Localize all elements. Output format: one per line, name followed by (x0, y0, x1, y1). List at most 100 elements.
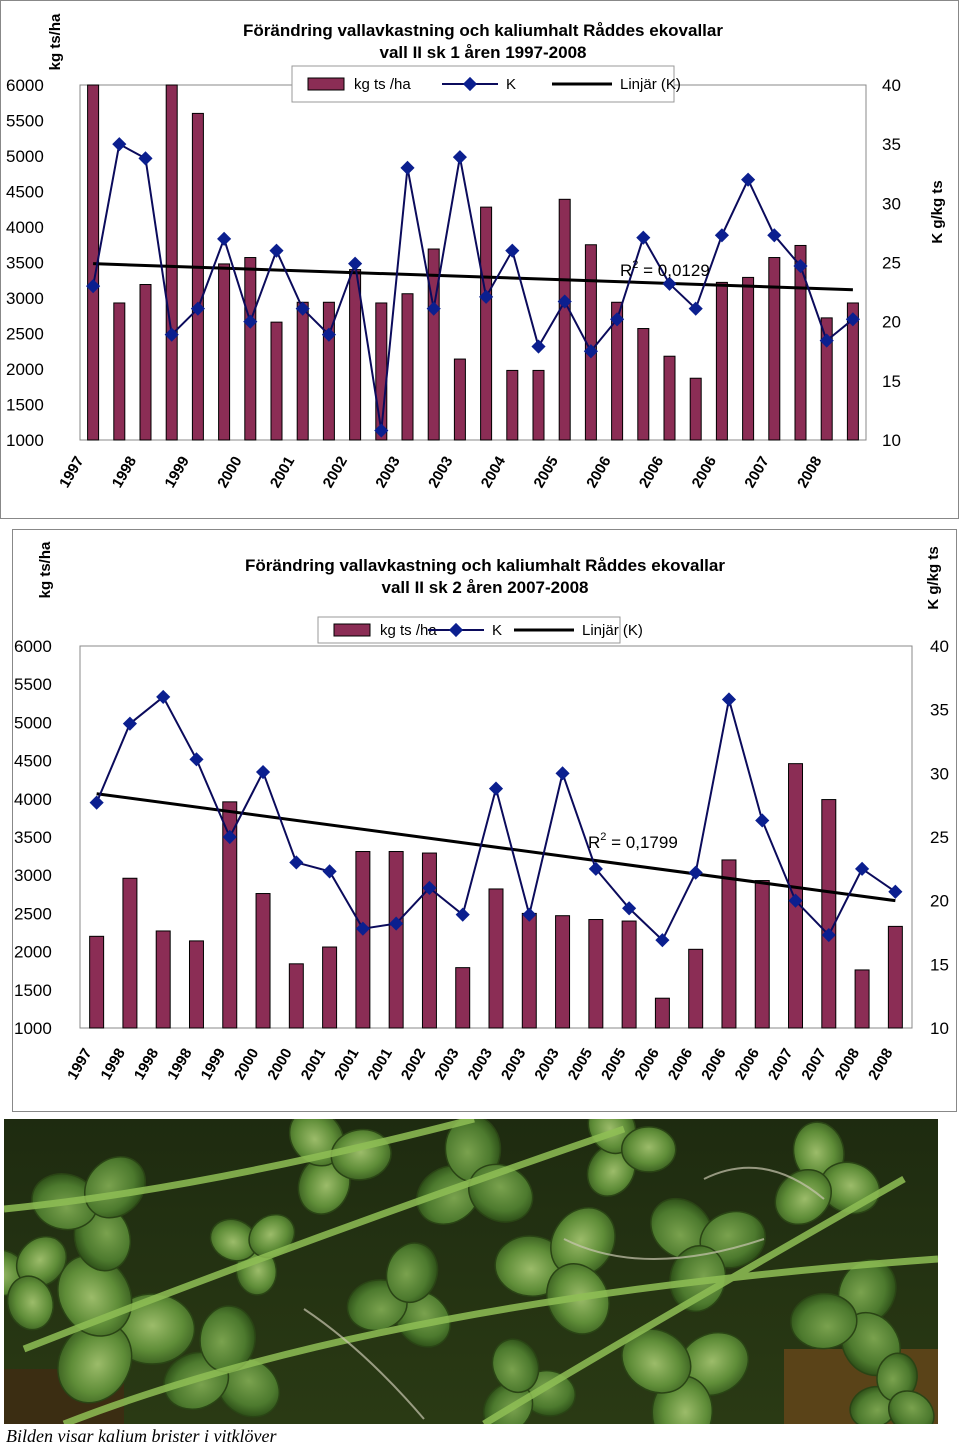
bar (388, 851, 404, 1029)
left-tick-label: 5500 (6, 112, 44, 131)
x-tick-label: 2002 (398, 1046, 429, 1083)
bar (270, 321, 283, 441)
legend-k-marker (448, 622, 464, 638)
clover-leaf (385, 1242, 439, 1304)
right-tick-label: 35 (930, 701, 949, 720)
bar (165, 84, 178, 441)
k-point (348, 256, 363, 271)
right-tick-label: 15 (930, 955, 949, 974)
x-tick-label: 1998 (164, 1046, 195, 1083)
chart-title-line: vall II sk 1 åren 1997-2008 (380, 43, 587, 62)
k-point (255, 764, 271, 780)
bar (689, 377, 702, 441)
legend-bar-label: kg ts /ha (354, 76, 411, 93)
bar (322, 301, 335, 441)
clover-leaf (888, 1390, 935, 1424)
k-point (452, 150, 467, 165)
bar (637, 328, 650, 441)
bar (322, 946, 338, 1029)
right-tick-label: 35 (882, 135, 901, 154)
r2-label: R2 = 0,1799 (588, 831, 678, 852)
x-tick-label: 2006 (698, 1046, 729, 1083)
x-tick-label: 2006 (732, 1046, 763, 1083)
left-tick-label: 6000 (14, 637, 52, 656)
k-point (555, 766, 570, 781)
x-tick-label: 2005 (598, 1046, 629, 1083)
k-point (821, 927, 836, 943)
k-point (531, 339, 546, 354)
bar (821, 799, 837, 1029)
right-axis-unit: K g/kg ts (925, 546, 942, 609)
k-point (422, 880, 437, 896)
legend-k-label: K (492, 622, 502, 639)
bar (139, 284, 152, 441)
left-tick-label: 4500 (6, 183, 44, 202)
chart-title-line: Förändring vallavkastning och kaliumhalt… (245, 556, 725, 575)
bar (754, 880, 770, 1029)
bar (820, 317, 833, 441)
bar (375, 302, 388, 441)
right-tick-label: 25 (930, 828, 949, 847)
x-tick-label: 2001 (298, 1046, 329, 1083)
photo-caption: Bilden visar kalium brister i vitklöver (6, 1426, 277, 1446)
k-point (662, 276, 677, 291)
chart-title-line: Förändring vallavkastning och kaliumhalt… (243, 21, 723, 40)
bar (349, 269, 362, 441)
k-point (636, 230, 651, 245)
left-axis-unit: kg ts/ha (47, 13, 64, 70)
left-tick-label: 1500 (14, 981, 52, 1000)
k-point (400, 160, 415, 175)
bar (296, 301, 309, 441)
k-point (321, 327, 336, 342)
x-tick-label: 1997 (56, 454, 87, 491)
legend-trend-label: Linjär (K) (582, 622, 643, 639)
chart-2: Förändring vallavkastning och kaliumhalt… (0, 528, 960, 1113)
left-tick-label: 3500 (6, 254, 44, 273)
right-tick-label: 10 (882, 431, 901, 450)
left-tick-label: 6000 (6, 76, 44, 95)
k-point (622, 901, 637, 916)
x-tick-label: 2006 (689, 454, 720, 491)
bar (355, 851, 371, 1029)
x-tick-label: 2005 (565, 1046, 596, 1083)
right-tick-label: 10 (930, 1019, 949, 1038)
right-tick-label: 20 (930, 892, 949, 911)
x-tick-label: 2008 (832, 1046, 863, 1083)
bar (427, 248, 440, 441)
bar (768, 257, 781, 441)
k-point (289, 855, 304, 870)
k-series-line (92, 142, 854, 431)
bar (688, 948, 704, 1029)
left-tick-label: 2000 (6, 360, 44, 379)
clover-leaf (774, 1169, 832, 1226)
bar (401, 293, 414, 441)
k-point (112, 137, 127, 152)
k-point (164, 327, 179, 342)
k-point (505, 243, 520, 258)
x-tick-label: 2000 (264, 1046, 295, 1083)
bar (222, 801, 238, 1029)
x-tick-label: 1999 (161, 454, 192, 491)
trend-line (93, 262, 853, 292)
chart-1: Förändring vallavkastning och kaliumhalt… (0, 0, 960, 520)
k-point (793, 258, 808, 274)
left-tick-label: 5500 (14, 675, 52, 694)
x-tick-label: 2007 (798, 1046, 829, 1083)
bar (244, 257, 257, 441)
chart-title-line: vall II sk 2 åren 2007-2008 (382, 578, 589, 597)
k-point (217, 231, 232, 246)
clover-leaf (6, 1275, 54, 1331)
x-tick-label: 1998 (131, 1046, 162, 1083)
k-point (714, 228, 729, 243)
left-tick-label: 4500 (14, 752, 52, 771)
k-point (557, 294, 572, 309)
k-point (355, 921, 370, 936)
bar (255, 893, 271, 1029)
x-tick-label: 1998 (97, 1046, 128, 1083)
k-point (190, 301, 205, 316)
bar (122, 877, 138, 1029)
bar (558, 198, 571, 441)
trend-line (96, 792, 896, 903)
bar (188, 940, 204, 1029)
legend-k-label: K (506, 76, 516, 93)
